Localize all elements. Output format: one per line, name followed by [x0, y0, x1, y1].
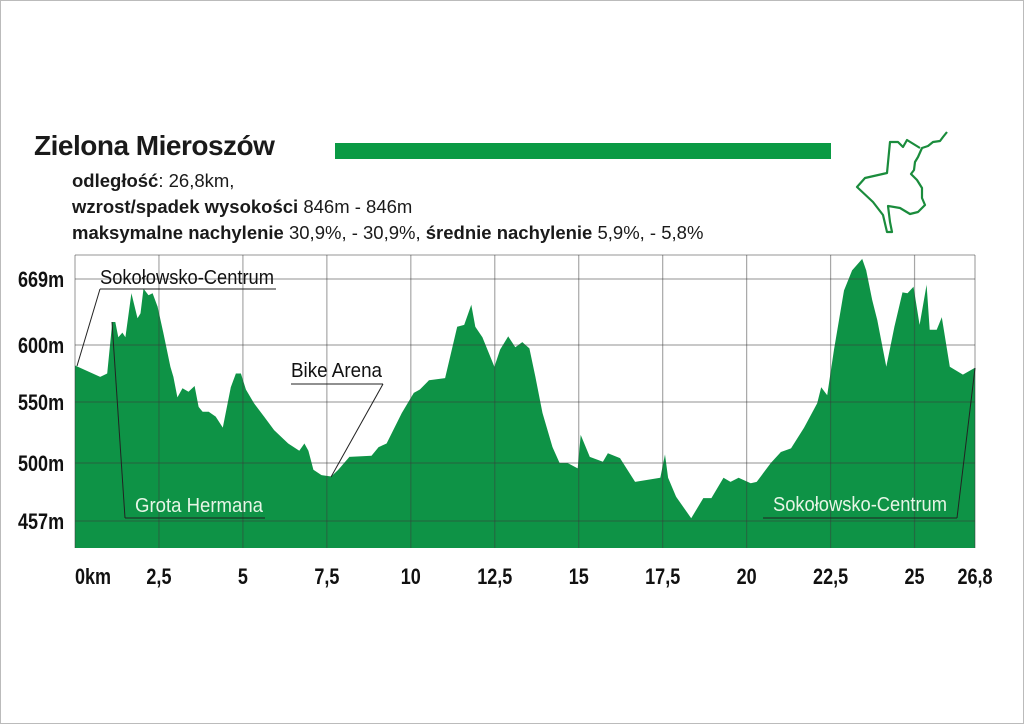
- max-slope-label: maksymalne nachylenie: [72, 222, 284, 243]
- annotation-leader: [330, 383, 384, 478]
- annotation-bike-arena: Bike Arena: [291, 360, 383, 382]
- annotation-leader: [76, 288, 101, 367]
- x-tick-label: 10: [401, 565, 421, 589]
- avg-slope-label: średnie nachylenie: [420, 222, 593, 243]
- max-slope-value: 30,9%, - 30,9%,: [283, 222, 421, 243]
- y-tick-label: 550m: [18, 391, 64, 415]
- distance-stat: odległość: 26,8km,: [72, 170, 234, 192]
- x-tick-label: 5: [238, 565, 248, 589]
- annotation-leader: [956, 367, 976, 519]
- x-tick-label: 26,8: [957, 565, 992, 589]
- route-color-bar: [335, 143, 831, 159]
- slope-stat: maksymalne nachylenie 30,9%, - 30,9%, śr…: [72, 222, 703, 244]
- avg-slope-value: 5,9%, - 5,8%: [592, 222, 704, 243]
- y-tick-label: 669m: [18, 268, 64, 292]
- x-tick-label: 15: [569, 565, 589, 589]
- elevation-stat: wzrost/spadek wysokości 846m - 846m: [72, 196, 412, 218]
- x-tick-label: 25: [905, 565, 925, 589]
- annotations: Sokołowsko-Centrum Grota Hermana Bike Ar…: [76, 267, 976, 519]
- x-tick-label: 20: [737, 565, 757, 589]
- distance-label: odległość: [72, 170, 159, 191]
- x-tick-label: 2,5: [146, 565, 171, 589]
- y-tick-label: 457m: [18, 510, 64, 534]
- distance-value: : 26,8km,: [158, 170, 235, 191]
- x-tick-label: 0km: [75, 565, 111, 589]
- elevation-area: [75, 258, 975, 548]
- annotation-leader: [111, 321, 126, 519]
- annotation-grota-hermana: Grota Hermana: [135, 495, 264, 517]
- elevation-value: 846m - 846m: [298, 196, 413, 217]
- y-tick-label: 600m: [18, 334, 64, 358]
- x-tick-label: 12,5: [477, 565, 512, 589]
- x-tick-label: 7,5: [314, 565, 339, 589]
- annotation-end: Sokołowsko-Centrum: [773, 494, 947, 516]
- y-tick-label: 500m: [18, 452, 64, 476]
- x-tick-label: 22,5: [813, 565, 848, 589]
- annotation-start: Sokołowsko-Centrum: [100, 267, 274, 289]
- x-tick-label: 17,5: [645, 565, 680, 589]
- route-title: Zielona Mieroszów: [34, 130, 275, 161]
- elevation-label: wzrost/spadek wysokości: [72, 196, 299, 217]
- route-map-icon: [855, 131, 948, 234]
